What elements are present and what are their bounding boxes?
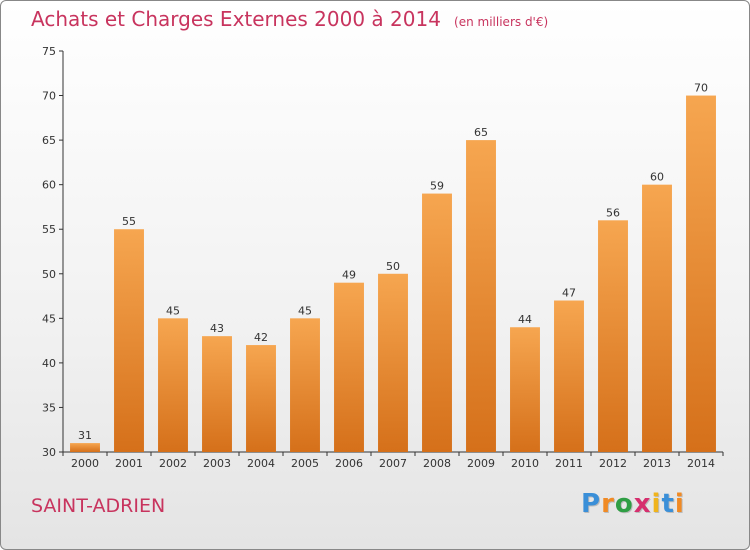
bar <box>246 345 276 452</box>
x-tick-label: 2000 <box>71 457 99 470</box>
bar <box>686 95 716 453</box>
title-row: Achats et Charges Externes 2000 à 2014 (… <box>31 7 548 31</box>
data-labels-group: 31 55 45 43 42 45 49 50 59 65 44 47 56 60 70 <box>78 82 708 443</box>
x-tick-label: 2013 <box>643 457 671 470</box>
brand-letter: i <box>674 489 685 519</box>
x-tick-label: 2001 <box>115 457 143 470</box>
data-label: 49 <box>342 269 356 282</box>
brand-letter: P <box>581 489 602 519</box>
x-tick-label: 2011 <box>555 457 583 470</box>
y-tick-label: 65 <box>42 134 56 147</box>
bar <box>70 443 100 452</box>
bar <box>290 318 320 452</box>
y-tick-label: 70 <box>42 90 56 103</box>
data-label: 50 <box>386 260 400 273</box>
data-label: 45 <box>298 304 312 317</box>
x-tick-label: 2014 <box>687 457 715 470</box>
data-label: 59 <box>430 180 444 193</box>
data-label: 43 <box>210 322 224 335</box>
bar <box>642 184 672 452</box>
data-label: 65 <box>474 126 488 139</box>
brand-letter: i <box>651 489 662 519</box>
bar <box>422 193 452 453</box>
proxiti-logo[interactable]: Proxiti <box>581 489 685 519</box>
x-tick-label: 2003 <box>203 457 231 470</box>
x-tick-label: 2010 <box>511 457 539 470</box>
bar <box>378 273 408 452</box>
x-tick-label: 2006 <box>335 457 363 470</box>
data-label: 55 <box>122 215 136 228</box>
bar <box>554 300 584 452</box>
data-label: 47 <box>562 287 576 300</box>
brand-letter: r <box>601 489 615 519</box>
chart-title: Achats et Charges Externes 2000 à 2014 <box>31 7 441 31</box>
bar <box>466 140 496 452</box>
y-tick-label: 50 <box>42 268 56 281</box>
bar <box>114 229 144 452</box>
y-tick-label: 75 <box>42 45 56 58</box>
data-label: 31 <box>78 429 92 442</box>
y-tick-label: 55 <box>42 223 56 236</box>
bar <box>598 220 628 452</box>
y-tick-label: 60 <box>42 179 56 192</box>
x-tick-label: 2005 <box>291 457 319 470</box>
x-tick-label: 2007 <box>379 457 407 470</box>
brand-letter: t <box>661 489 675 519</box>
bar <box>334 282 364 452</box>
bar <box>510 327 540 452</box>
x-tick-label: 2004 <box>247 457 275 470</box>
bar <box>202 336 232 452</box>
axes: 30 35 40 45 50 55 60 65 70 75 2000 2001 2002 2003 2004… <box>42 45 724 470</box>
x-tick-label: 2002 <box>159 457 187 470</box>
data-label: 45 <box>166 304 180 317</box>
brand-letter: x <box>633 489 652 519</box>
data-label: 60 <box>650 171 664 184</box>
bars-group <box>70 95 716 453</box>
bar <box>158 318 188 452</box>
data-label: 42 <box>254 331 268 344</box>
brand-letter: o <box>614 489 634 519</box>
data-label: 56 <box>606 206 620 219</box>
x-tick-label: 2009 <box>467 457 495 470</box>
x-tick-label: 2012 <box>599 457 627 470</box>
chart-subtitle: (en milliers d'€) <box>454 15 549 29</box>
y-tick-label: 35 <box>42 401 56 414</box>
x-tick-label: 2008 <box>423 457 451 470</box>
y-tick-label: 30 <box>42 446 56 459</box>
y-tick-label: 40 <box>42 357 56 370</box>
y-tick-label: 45 <box>42 312 56 325</box>
data-label: 44 <box>518 313 532 326</box>
commune-name: SAINT-ADRIEN <box>31 495 166 517</box>
data-label: 70 <box>694 82 708 95</box>
